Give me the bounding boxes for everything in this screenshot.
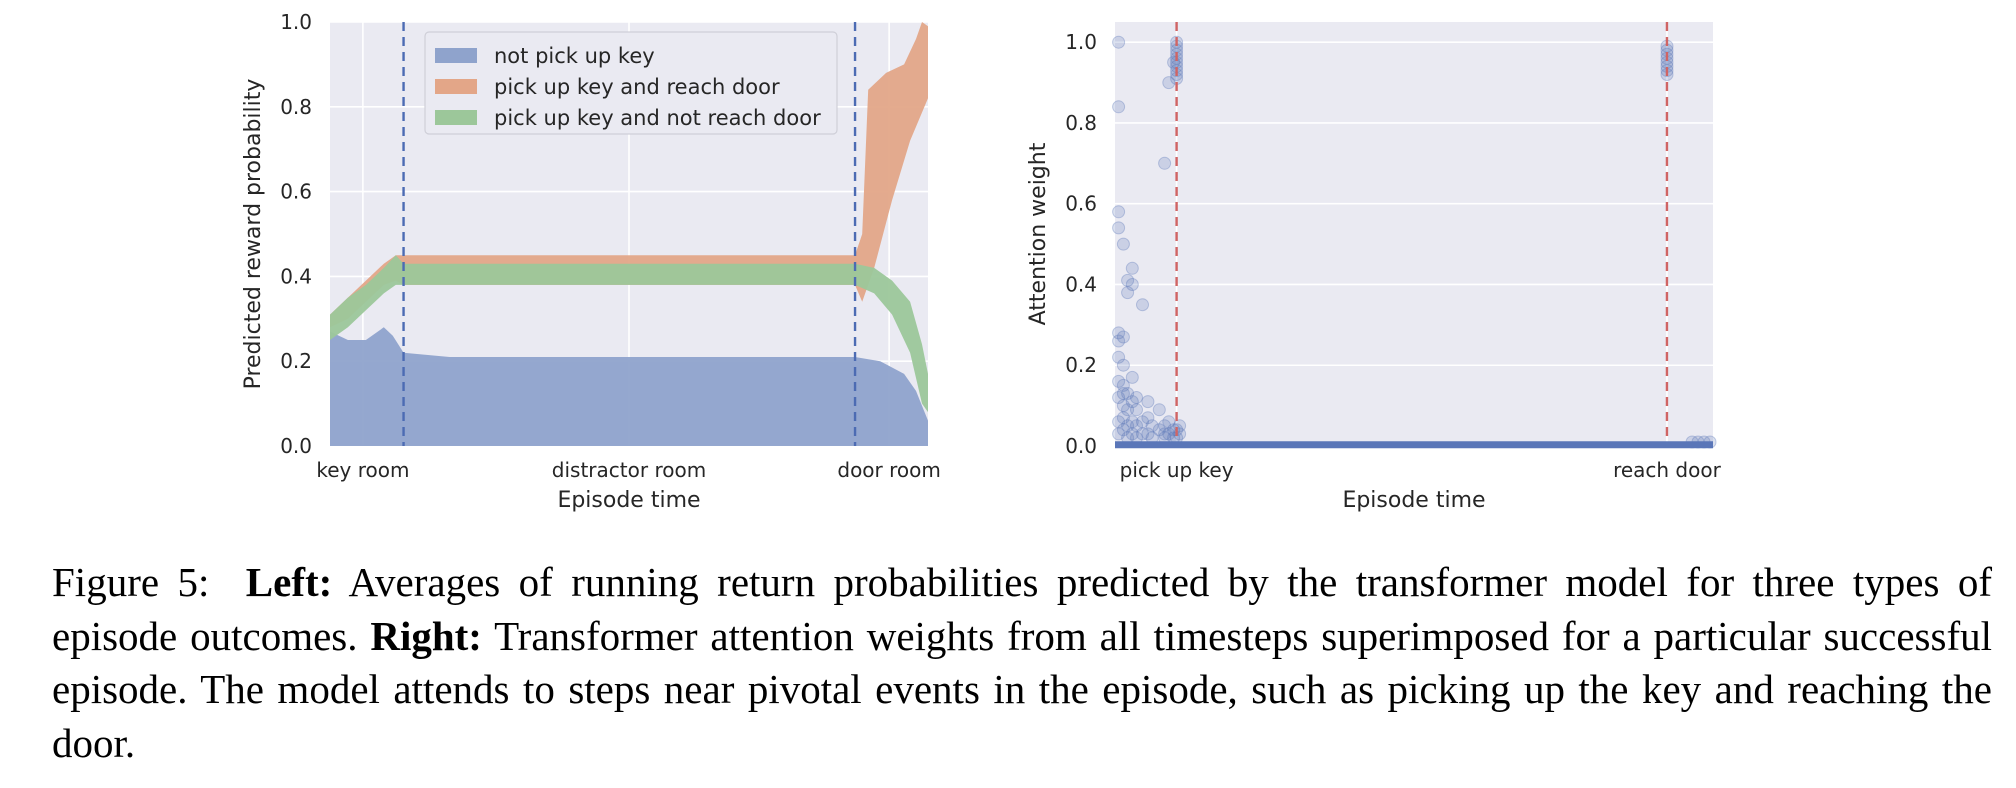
scatter-point <box>1112 326 1126 340</box>
scatter-point <box>1112 350 1126 364</box>
right-plot-background <box>1115 22 1713 446</box>
scatter-point <box>1141 427 1155 441</box>
scatter-point <box>1121 387 1135 400</box>
scatter-point <box>1112 100 1126 114</box>
scatter-point <box>1125 261 1139 275</box>
scatter-point <box>1116 378 1130 392</box>
y-tick-label: 0.2 <box>1065 353 1097 377</box>
scatter-point <box>1121 286 1135 300</box>
scatter-point <box>1116 399 1130 413</box>
scatter-point <box>1158 427 1172 441</box>
scatter-point <box>1112 221 1126 235</box>
y-tick-label: 0.0 <box>1065 434 1097 458</box>
scatter-point <box>1162 76 1176 90</box>
left-x-axis-label: Episode time <box>557 488 700 513</box>
figure: 0.0 0.2 0.4 0.6 0.8 1.0 key room distractor ro… <box>241 10 1722 513</box>
scatter-point <box>1125 370 1139 384</box>
scatter-point <box>1136 427 1149 441</box>
left-chart: 0.0 0.2 0.4 0.6 0.8 1.0 key room distractor ro… <box>241 10 941 513</box>
legend-label-pick-up-key-and-not-reach-door: pick up key and not reach door <box>494 106 821 130</box>
scatter-point <box>1130 391 1143 404</box>
right-x-axis-label: Episode time <box>1342 488 1485 513</box>
left-y-axis-label: Predicted reward probability <box>241 79 266 390</box>
scatter-point <box>1130 419 1143 433</box>
scatter-point <box>1116 358 1130 372</box>
scatter-point <box>1125 415 1139 429</box>
scatter-point <box>1125 427 1139 441</box>
caption-right-label: Right: <box>370 612 482 659</box>
figure-caption: Figure 5: Left: Averages of running retu… <box>52 556 1992 770</box>
x-tick-label: distractor room <box>552 458 706 482</box>
left-legend: not pick up key pick up key and reach do… <box>424 31 838 135</box>
legend-swatch-pick-up-key-and-reach-door <box>435 79 477 94</box>
scatter-point <box>1112 334 1126 348</box>
scatter-point <box>1112 391 1126 404</box>
scatter-point <box>1112 35 1126 49</box>
x-tick-label: key room <box>316 458 409 482</box>
right-y-axis-label: Attention weight <box>1026 142 1051 325</box>
scatter-point <box>1116 387 1130 400</box>
scatter-point <box>1116 411 1130 425</box>
scatter-point <box>1125 278 1139 291</box>
x-tick-label: door room <box>837 458 941 482</box>
scatter-point <box>1121 273 1135 287</box>
scatter-point <box>1112 205 1126 219</box>
y-tick-label: 0.4 <box>280 264 312 288</box>
scatter-point <box>1112 415 1126 429</box>
scatter-point <box>1121 419 1135 433</box>
scatter-point <box>1141 395 1155 409</box>
right-x-tick-labels: pick up key reach door <box>1120 458 1722 482</box>
left-y-tick-labels: 0.0 0.2 0.4 0.6 0.8 1.0 <box>280 10 312 458</box>
y-tick-label: 0.6 <box>280 180 312 204</box>
caption-left-label: Left: <box>245 559 333 605</box>
scatter-point <box>1145 419 1159 433</box>
scatter-point <box>1136 415 1149 429</box>
scatter-point <box>1121 403 1135 417</box>
left-series-areas <box>330 22 928 446</box>
scatter-point <box>1136 298 1149 312</box>
scatter-point <box>1116 330 1130 344</box>
scatter-point <box>1112 427 1126 441</box>
legend-label-pick-up-key-and-reach-door: pick up key and reach door <box>494 75 780 99</box>
scatter-point <box>1141 411 1155 425</box>
legend-swatch-not-pick-up-key <box>435 48 477 63</box>
y-tick-label: 0.2 <box>280 349 312 373</box>
scatter-point <box>1152 423 1166 437</box>
y-tick-label: 0.6 <box>1065 192 1097 216</box>
y-tick-label: 0.8 <box>1065 111 1097 135</box>
area-series-2 <box>330 255 928 413</box>
y-tick-label: 0.0 <box>280 434 312 458</box>
left-x-tick-labels: key room distractor room door room <box>316 458 941 482</box>
legend-swatch-pick-up-key-and-not-reach-door <box>435 110 477 125</box>
left-event-lines <box>402 22 857 446</box>
scatter-point <box>1116 423 1130 437</box>
scatter-point <box>1162 427 1176 441</box>
y-tick-label: 1.0 <box>1065 30 1097 54</box>
right-event-lines <box>1175 22 1669 446</box>
scatter-point <box>1152 403 1166 417</box>
scatter-point <box>1130 403 1143 417</box>
caption-figure-label: Figure 5: <box>52 559 210 605</box>
scatter-point <box>1158 419 1172 433</box>
legend-box <box>424 31 838 135</box>
scatter-point <box>1162 415 1176 429</box>
y-tick-label: 0.8 <box>280 95 312 119</box>
scatter-point <box>1158 156 1172 170</box>
y-tick-label: 1.0 <box>280 10 312 34</box>
legend-label-not-pick-up-key: not pick up key <box>494 44 655 68</box>
scatter-point <box>1125 395 1139 409</box>
scatter-point <box>1116 237 1130 251</box>
x-tick-label: reach door <box>1613 458 1722 482</box>
caption-left-text: Averages of running return probabilities… <box>52 559 1992 659</box>
right-y-tick-labels: 0.0 0.2 0.4 0.6 0.8 1.0 <box>1065 30 1097 458</box>
area-series-0 <box>330 327 928 446</box>
x-tick-label: pick up key <box>1120 458 1234 482</box>
right-scatter-points <box>1112 35 1717 449</box>
y-tick-label: 0.4 <box>1065 272 1097 296</box>
right-chart: 0.0 0.2 0.4 0.6 0.8 1.0 pick up key reach door… <box>1026 22 1722 513</box>
caption-right-text: Transformer attention weights from all t… <box>52 612 1992 766</box>
scatter-point <box>1112 374 1126 388</box>
